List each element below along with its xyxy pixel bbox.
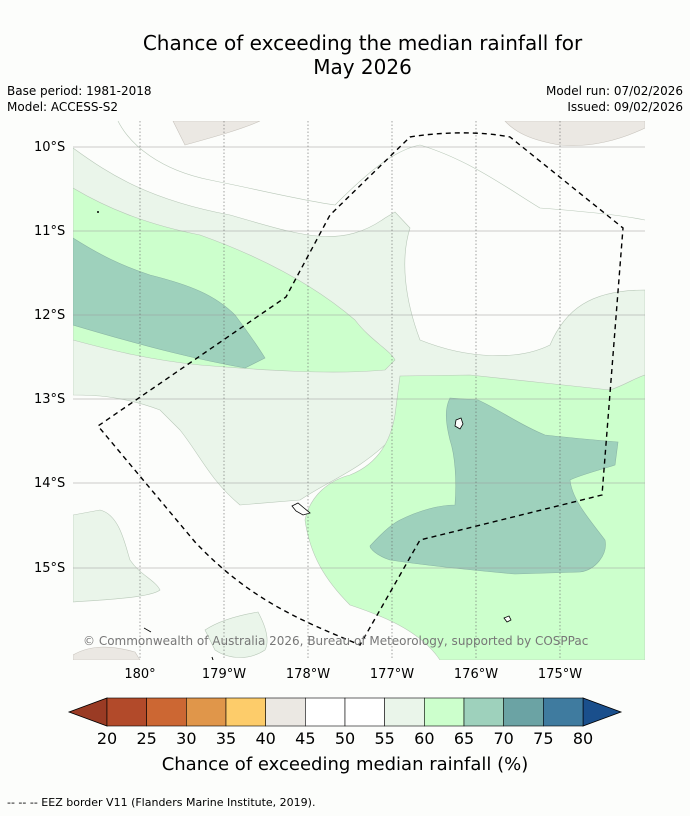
legend-tick-label: 80 — [573, 729, 593, 748]
lon-label: 178°W — [286, 667, 330, 682]
meta-right: Model run: 07/02/2026 Issued: 09/02/2026 — [546, 83, 683, 115]
legend-tick-label: 25 — [136, 729, 156, 748]
lat-label: 10°S — [34, 140, 65, 155]
legend-tick-label: 50 — [335, 729, 355, 748]
lat-labels: 10°S 11°S 12°S 13°S 14°S 15°S — [34, 140, 65, 576]
issued-date: Issued: 09/02/2026 — [567, 100, 683, 114]
land-northwest — [172, 121, 261, 146]
lon-labels: 180° 179°W 178°W 177°W 176°W 175°W — [124, 667, 582, 682]
lon-label: 177°W — [370, 667, 414, 682]
legend-swatch — [424, 697, 465, 727]
meridians — [139, 121, 561, 660]
legend-colorbar: 20 25 30 35 40 45 50 55 60 65 70 75 80 — [67, 697, 623, 748]
legend-swatch — [344, 697, 385, 727]
legend-tick-label: 70 — [493, 729, 513, 748]
lon-label: 176°W — [454, 667, 498, 682]
island-2 — [291, 502, 311, 516]
contour-55-60-south — [204, 611, 268, 658]
eez-footnote: -- -- -- EEZ border V11 (Flanders Marine… — [7, 796, 316, 809]
legend-low-arrow — [67, 697, 108, 727]
legend-tick-label: 20 — [97, 729, 117, 748]
contour-65-70-east — [369, 397, 619, 575]
contour-line-north — [117, 121, 645, 221]
legend-tick-label: 60 — [414, 729, 434, 748]
title-line-2: May 2026 — [313, 55, 412, 79]
model-run: Model run: 07/02/2026 — [545, 84, 683, 98]
legend-swatch — [305, 697, 346, 727]
legend-swatch — [106, 697, 147, 727]
legend-swatch — [503, 697, 544, 727]
legend-tick-label: 45 — [295, 729, 315, 748]
legend-swatch — [265, 697, 306, 727]
meta-left: Base period: 1981-2018 Model: ACCESS-S2 — [7, 83, 152, 115]
lat-label: 14°S — [34, 476, 65, 491]
legend-swatch — [146, 697, 187, 727]
land-northeast — [504, 121, 645, 146]
lat-label: 15°S — [34, 561, 65, 576]
island-6 — [211, 656, 214, 660]
gridlines — [73, 146, 645, 569]
legend-title: Chance of exceeding median rainfall (%) — [162, 754, 529, 775]
lon-label: 175°W — [538, 667, 582, 682]
lat-label: 11°S — [34, 224, 65, 239]
legend-tick-label: 35 — [216, 729, 236, 748]
legend-tick-label: 30 — [176, 729, 196, 748]
eez-border — [96, 132, 624, 646]
legend-swatch — [186, 697, 227, 727]
legend-swatch — [543, 697, 584, 727]
legend-swatch — [463, 697, 504, 727]
contour-65-70-west — [73, 237, 266, 369]
lat-label: 13°S — [34, 392, 65, 407]
legend-tick-label: 55 — [374, 729, 394, 748]
lon-label: 179°W — [202, 667, 246, 682]
contour-55-60-southwest — [73, 509, 161, 603]
island-1 — [454, 417, 464, 430]
legend-swatch — [384, 697, 425, 727]
model-name: Model: ACCESS-S2 — [7, 100, 119, 114]
legend-high-arrow — [582, 697, 623, 727]
rainfall-map: © Commonwealth of Australia 2026, Bureau… — [34, 121, 645, 775]
legend-tick-label: 75 — [533, 729, 553, 748]
island-4 — [143, 627, 152, 633]
island-3 — [503, 615, 512, 623]
base-period: Base period: 1981-2018 — [7, 84, 152, 98]
lat-label: 12°S — [34, 308, 65, 323]
title-line-1: Chance of exceeding the median rainfall … — [142, 31, 583, 55]
lon-label: 180° — [124, 667, 155, 682]
land-southwest — [73, 646, 141, 660]
legend-tick-label: 65 — [454, 729, 474, 748]
island-5 — [97, 211, 99, 213]
legend-swatch — [225, 697, 266, 727]
legend-tick-label: 40 — [255, 729, 275, 748]
map-title: Chance of exceeding the median rainfall … — [0, 31, 690, 79]
copyright-text: © Commonwealth of Australia 2026, Bureau… — [83, 634, 588, 648]
